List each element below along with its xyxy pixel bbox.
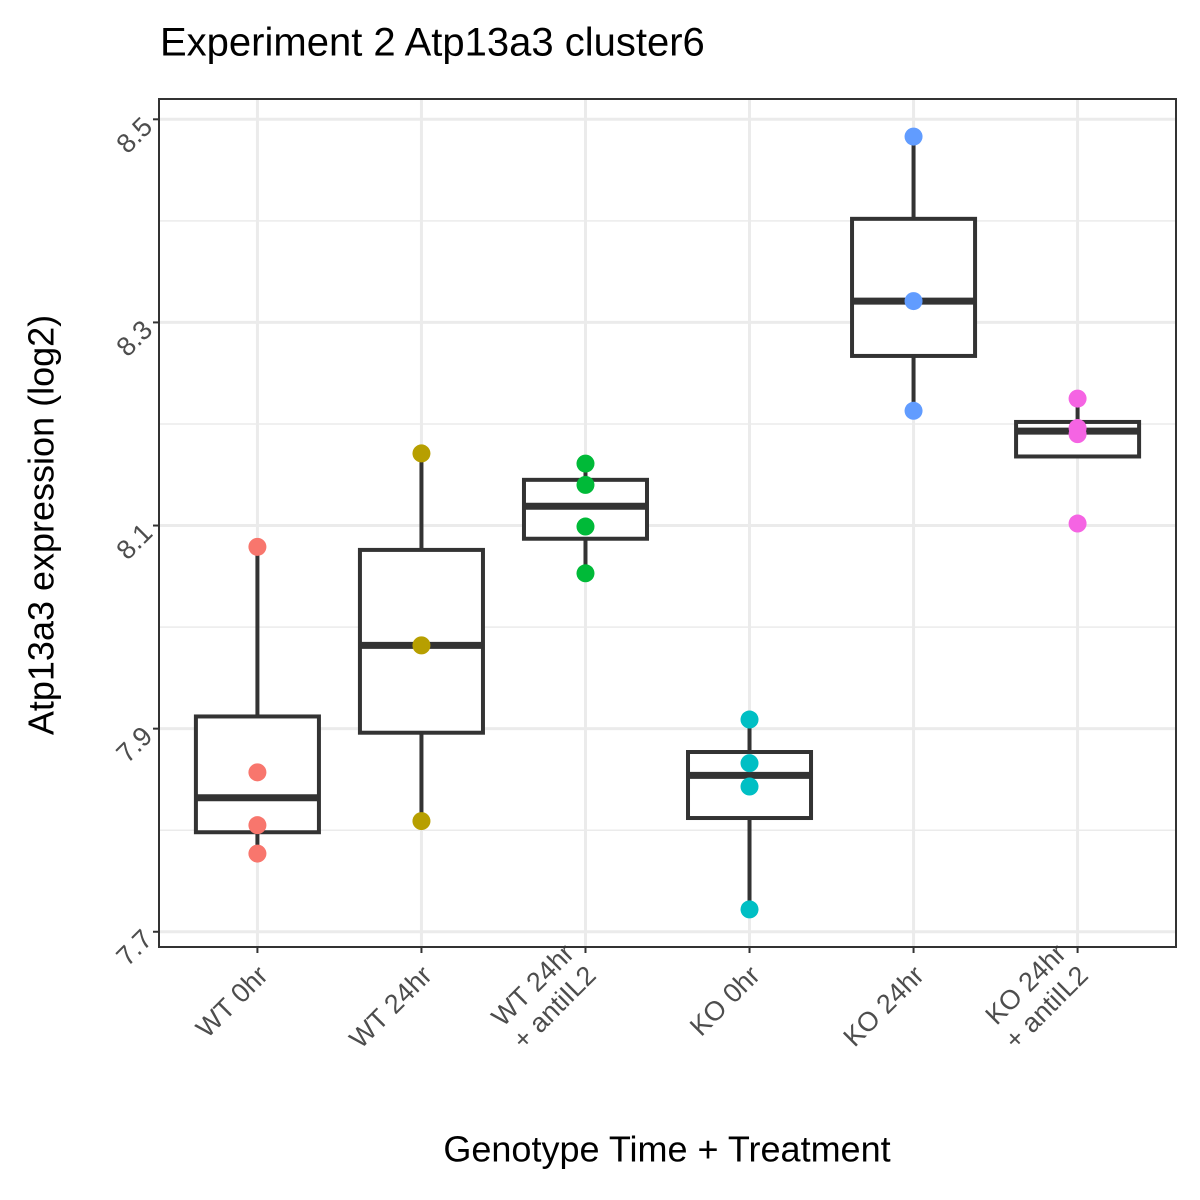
point bbox=[740, 777, 759, 796]
y-tick-label: 7.7 bbox=[111, 924, 159, 972]
point bbox=[576, 564, 595, 583]
point bbox=[412, 812, 431, 831]
y-tick-label: 8.1 bbox=[111, 518, 159, 566]
y-tick-label: 7.9 bbox=[111, 721, 159, 769]
point bbox=[576, 475, 595, 494]
panel-border bbox=[158, 98, 1177, 948]
y-axis-title: Atp13a3 expression (log2) bbox=[21, 315, 62, 735]
x-axis-title: Genotype Time + Treatment bbox=[443, 1129, 890, 1170]
point bbox=[1068, 425, 1087, 444]
x-tick-label: WT 0hr bbox=[190, 960, 273, 1043]
point bbox=[904, 292, 923, 311]
point bbox=[412, 444, 431, 463]
box bbox=[850, 216, 978, 358]
point bbox=[904, 401, 923, 420]
point bbox=[740, 710, 759, 729]
x-tick-label: KO 0hr bbox=[684, 960, 766, 1042]
point bbox=[740, 900, 759, 919]
point bbox=[904, 127, 923, 146]
point bbox=[576, 454, 595, 473]
point bbox=[576, 517, 595, 536]
y-tick-label: 8.5 bbox=[111, 111, 159, 159]
point bbox=[740, 754, 759, 773]
point bbox=[1068, 389, 1087, 408]
point bbox=[248, 844, 267, 863]
x-tick-label: WT 24hr+ antiIL2 bbox=[485, 938, 602, 1055]
x-tick-label: WT 24hr bbox=[344, 960, 438, 1054]
point bbox=[248, 816, 267, 835]
point bbox=[248, 537, 267, 556]
point bbox=[248, 763, 267, 782]
chart-title: Experiment 2 Atp13a3 cluster6 bbox=[160, 21, 705, 65]
point bbox=[1068, 514, 1087, 533]
point bbox=[412, 636, 431, 655]
y-tick-label: 8.3 bbox=[111, 314, 159, 362]
x-tick-label: KO 24hr+ antiIL2 bbox=[977, 938, 1094, 1055]
x-tick-label: KO 24hr bbox=[837, 960, 929, 1052]
